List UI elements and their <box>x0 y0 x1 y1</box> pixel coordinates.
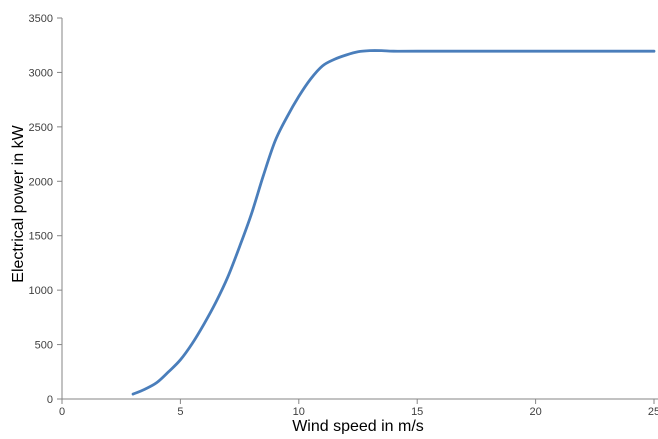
x-axis-title: Wind speed in m/s <box>292 418 424 434</box>
y-tick-label: 2000 <box>29 176 53 188</box>
x-tick-label: 5 <box>177 406 183 418</box>
power-curve-line <box>131 49 656 396</box>
ticks-layer: 0 500 1000 1500 2000 2500 3000 3500 0 5 10 15 20 25 <box>29 13 658 418</box>
y-tick-label: 500 <box>35 340 53 352</box>
y-tick-label: 1500 <box>29 231 53 243</box>
x-tick-label: 10 <box>293 406 305 418</box>
y-tick-label: 1000 <box>29 285 53 297</box>
y-axis-title: Electrical power in kW <box>10 124 27 282</box>
x-tick-label: 15 <box>411 406 423 418</box>
y-tick-label: 3500 <box>29 13 53 25</box>
x-tick-label: 0 <box>59 406 65 418</box>
y-tick-label: 2500 <box>29 122 53 134</box>
x-tick-label: 25 <box>648 406 658 418</box>
x-tick-label: 20 <box>529 406 541 418</box>
axes-layer <box>61 18 658 400</box>
y-tick-label: 3000 <box>29 67 53 79</box>
series-layer <box>131 49 656 396</box>
y-tick-label: 0 <box>47 394 53 406</box>
